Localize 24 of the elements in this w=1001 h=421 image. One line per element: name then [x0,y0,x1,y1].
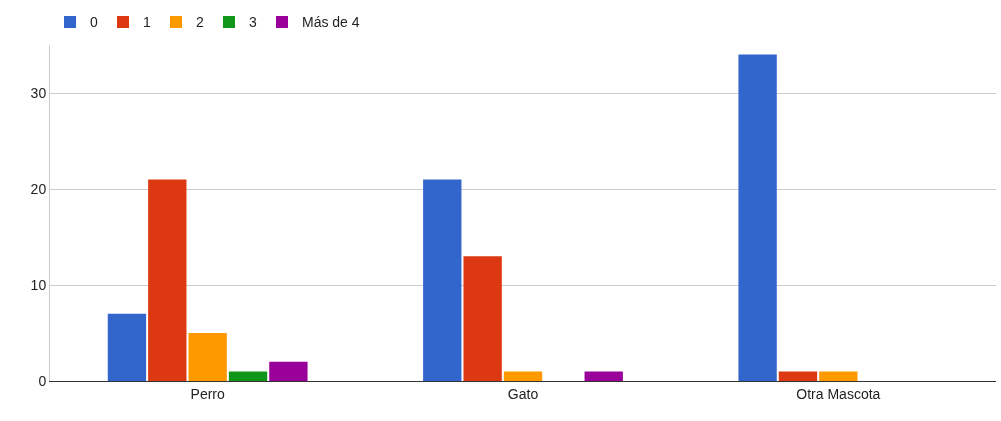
bar [423,179,462,381]
y-tick-label: 0 [38,372,47,389]
bar [148,179,187,381]
x-tick-label: Gato [507,385,539,402]
bar [188,333,227,381]
bar [463,256,502,381]
x-tick-label: Otra Mascota [796,385,881,402]
bar [738,54,777,381]
legend-label: 2 [196,14,204,31]
legend-label: 0 [90,14,98,31]
bar [819,371,858,381]
y-tick-label: 10 [30,276,47,293]
bar [778,371,818,381]
y-tick-label: 30 [30,84,47,101]
bar [228,371,268,381]
bar [269,361,308,381]
x-tick-label: Perro [190,385,225,402]
bar [584,371,623,381]
legend-label: 1 [143,14,151,31]
y-tick-label: 20 [30,180,47,197]
bar [503,371,543,381]
legend-label: Más de 4 [302,14,360,31]
legend-label: 3 [249,14,257,31]
bar [107,313,147,381]
